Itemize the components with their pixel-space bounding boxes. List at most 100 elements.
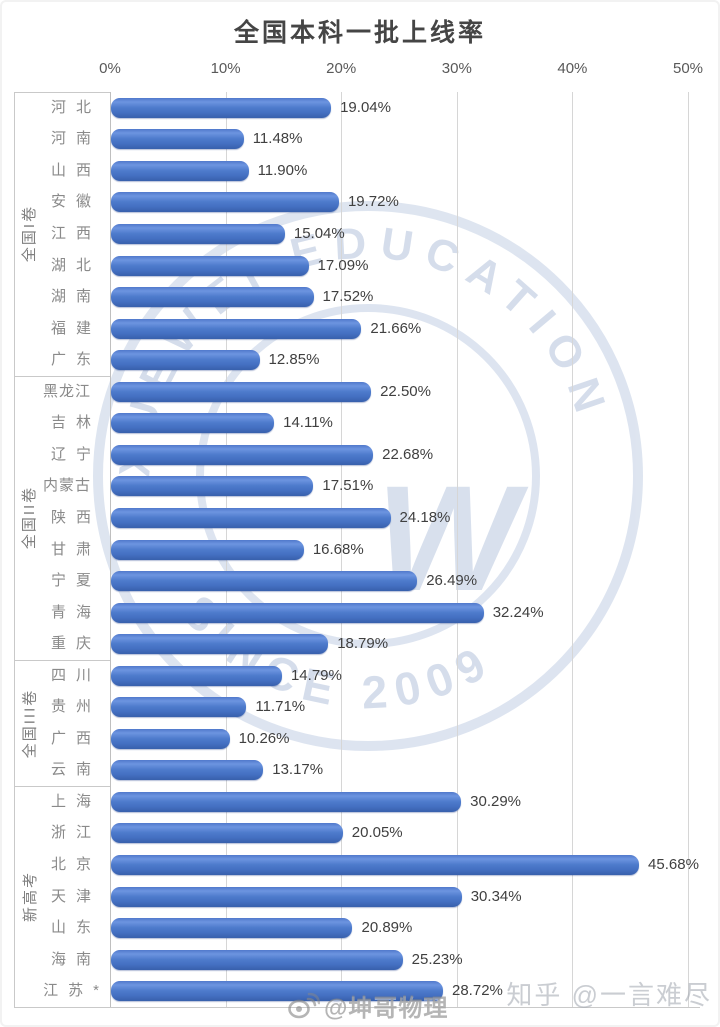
bar bbox=[111, 949, 403, 970]
bar bbox=[111, 728, 230, 749]
category-panel-left-border bbox=[14, 92, 15, 1007]
bar bbox=[111, 318, 362, 339]
category-label: 上海 bbox=[50, 792, 101, 810]
category-label: 江苏* bbox=[43, 982, 109, 1000]
bar bbox=[111, 413, 275, 434]
bar-value-label: 16.68% bbox=[312, 540, 364, 558]
bar-value-label: 12.85% bbox=[268, 351, 320, 369]
bar-value-label: 13.17% bbox=[272, 761, 324, 779]
bar bbox=[111, 507, 391, 528]
category-label: 宁夏 bbox=[50, 572, 101, 590]
category-label: 陕西 bbox=[50, 508, 101, 526]
bar-value-label: 19.72% bbox=[347, 193, 399, 211]
bar-value-label: 22.68% bbox=[382, 445, 434, 463]
bar bbox=[111, 855, 640, 876]
category-panel-top-border bbox=[14, 92, 110, 93]
bar-value-label: 14.79% bbox=[290, 666, 342, 684]
bar bbox=[111, 918, 353, 939]
category-label: 山东 bbox=[50, 919, 101, 937]
category-axis-bottom-border bbox=[14, 1007, 700, 1008]
gridline bbox=[341, 92, 343, 1007]
category-label: 重庆 bbox=[50, 635, 101, 653]
weibo-watermark: @坤哥物理 bbox=[286, 988, 448, 1023]
category-label: 安徽 bbox=[50, 193, 101, 211]
bar-value-label: 30.34% bbox=[470, 887, 522, 905]
category-label: 湖南 bbox=[50, 288, 101, 306]
bar-value-label: 26.49% bbox=[426, 572, 478, 590]
category-label: 河南 bbox=[50, 130, 101, 148]
bar-value-label: 32.24% bbox=[492, 603, 544, 621]
category-label: 河北 bbox=[50, 98, 101, 116]
bar bbox=[111, 823, 343, 844]
group-divider bbox=[14, 375, 110, 377]
category-label: 甘肃 bbox=[50, 540, 101, 558]
bar-value-label: 25.23% bbox=[411, 950, 463, 968]
bar bbox=[111, 571, 418, 592]
bar bbox=[111, 223, 285, 244]
zhihu-watermark: 知乎 @一言难尽 bbox=[506, 980, 712, 1010]
bar bbox=[111, 129, 244, 150]
bar-value-label: 17.52% bbox=[322, 288, 374, 306]
category-label: 海南 bbox=[50, 950, 101, 968]
bar bbox=[111, 981, 443, 1002]
weibo-eye-icon bbox=[288, 992, 320, 1018]
bar bbox=[111, 287, 314, 308]
bar-value-label: 17.51% bbox=[322, 477, 374, 495]
bar-value-label: 30.29% bbox=[470, 792, 522, 810]
category-label: 福建 bbox=[50, 319, 101, 337]
bar bbox=[111, 444, 374, 465]
axis-tick-label: 10% bbox=[210, 60, 241, 77]
bar bbox=[111, 602, 484, 623]
axis-tick-label: 40% bbox=[557, 60, 588, 77]
bar-value-label: 11.71% bbox=[255, 698, 306, 716]
bar bbox=[111, 634, 329, 655]
bar bbox=[111, 539, 304, 560]
bar bbox=[111, 255, 309, 276]
bar-value-label: 24.18% bbox=[399, 508, 451, 526]
gridline bbox=[688, 92, 689, 1007]
gridline bbox=[456, 92, 458, 1007]
bar-value-label: 45.68% bbox=[648, 856, 699, 874]
bar-value-label: 11.90% bbox=[257, 161, 308, 179]
category-label: 天津 bbox=[50, 887, 101, 905]
group-divider bbox=[14, 659, 110, 661]
category-label: 北京 bbox=[50, 856, 101, 874]
bar bbox=[111, 476, 314, 497]
category-label: 广西 bbox=[50, 729, 101, 747]
category-label: 广东 bbox=[50, 351, 101, 369]
bar bbox=[111, 97, 332, 118]
bar-value-label: 15.04% bbox=[293, 224, 345, 242]
bar bbox=[111, 192, 339, 213]
chart-title: 全国本科一批上线率 bbox=[233, 19, 486, 47]
category-label: 山西 bbox=[50, 161, 101, 179]
category-label: 青海 bbox=[50, 603, 101, 621]
bar-value-label: 14.11% bbox=[283, 414, 333, 432]
bar bbox=[111, 791, 462, 812]
category-label: 湖北 bbox=[50, 256, 101, 274]
category-label: 贵州 bbox=[50, 698, 101, 716]
category-label: 云南 bbox=[50, 761, 101, 779]
category-label: 吉林 bbox=[50, 414, 101, 432]
bar bbox=[111, 886, 462, 907]
bar bbox=[111, 381, 372, 402]
bar bbox=[111, 665, 282, 686]
axis-tick-label: 30% bbox=[441, 60, 472, 77]
axis-tick-label: 50% bbox=[672, 60, 704, 77]
bar bbox=[111, 160, 249, 181]
bar-value-label: 11.48% bbox=[252, 130, 303, 148]
gridline bbox=[572, 92, 574, 1007]
category-label: 四川 bbox=[50, 666, 101, 684]
bar bbox=[111, 697, 247, 718]
bar-value-label: 10.26% bbox=[238, 729, 290, 747]
category-label: 江西 bbox=[50, 224, 101, 242]
bar-value-label: 28.72% bbox=[452, 982, 503, 1000]
bar-value-label: 20.89% bbox=[361, 919, 413, 937]
weibo-handle: @坤哥物理 bbox=[324, 995, 449, 1022]
category-label: 辽宁 bbox=[50, 445, 101, 463]
seal-monogram: W bbox=[376, 454, 529, 622]
group-divider bbox=[14, 786, 110, 788]
bar-value-label: 19.04% bbox=[340, 98, 391, 116]
bar-value-label: 21.66% bbox=[370, 319, 422, 337]
category-label: 内蒙古 bbox=[42, 477, 91, 495]
